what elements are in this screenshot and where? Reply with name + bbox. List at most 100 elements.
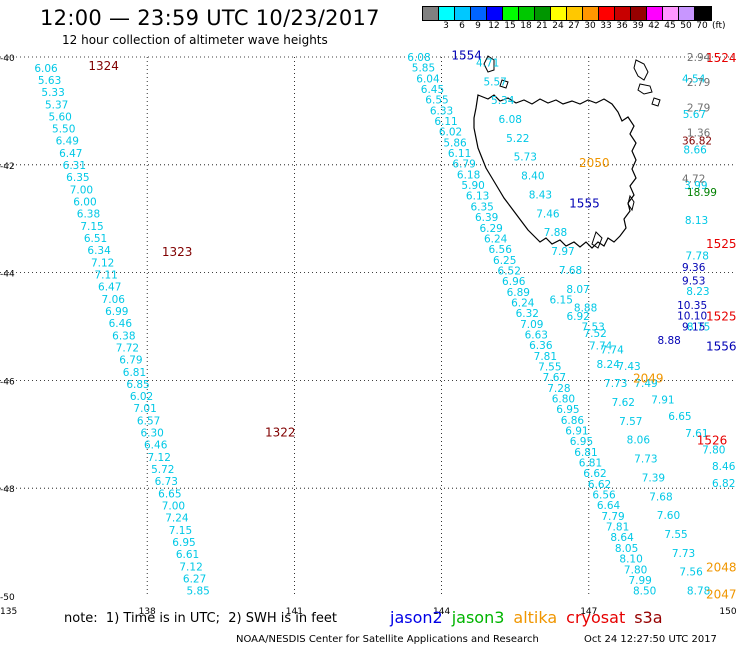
wave-height-value: 5.37 [45, 99, 68, 111]
pass-number-label: 2050 [579, 156, 610, 170]
wave-height-value: 6.25 [493, 255, 516, 267]
wave-height-value: 7.46 [536, 208, 560, 220]
wave-height-value: 6.46 [144, 440, 168, 452]
wave-height-value: 7.80 [702, 444, 725, 456]
pass-number-label: 1323 [162, 245, 193, 259]
wave-height-value: 7.88 [544, 227, 567, 239]
wave-height-value: 7.79 [601, 511, 624, 523]
wave-height-value: 9.53 [682, 276, 705, 288]
pass-number-label: 2048 [706, 560, 737, 574]
wave-height-value: 6.55 [425, 95, 448, 107]
wave-height-value: 7.74 [600, 345, 624, 357]
wave-height-value: 6.99 [105, 306, 128, 318]
legend-label: 36 [616, 21, 628, 31]
wave-height-value: 6.85 [126, 379, 149, 391]
pass-number-label: 2049 [633, 372, 664, 386]
wave-height-value: 7.97 [551, 246, 574, 258]
wave-height-value: 7.67 [543, 372, 566, 384]
wave-height-value: 5.72 [151, 464, 174, 476]
small-islet-ne [651, 97, 661, 107]
wave-height-value: 6.27 [183, 573, 206, 585]
legend-label: 24 [552, 21, 564, 31]
wave-height-value: 6.49 [56, 136, 79, 148]
wave-height-value: 7.68 [559, 265, 582, 277]
wave-height-value: 10.35 [677, 300, 707, 312]
pass-number-label: 1322 [265, 426, 296, 440]
latitude-tick-label: -46 [0, 377, 15, 387]
wave-height-value: 6.56 [489, 244, 513, 256]
legend-swatch [471, 7, 487, 20]
wave-height-value: 6.65 [158, 488, 181, 500]
wave-height-value: 7.12 [91, 257, 114, 269]
wave-height-value: 7.73 [634, 454, 657, 466]
wave-height-value: 1.36 [687, 127, 711, 139]
wave-height-value: 6.73 [155, 476, 178, 488]
wave-height-value: 6.45 [421, 84, 444, 96]
wave-height-value: 7.00 [70, 184, 93, 196]
pass-number-label: 1555 [569, 197, 600, 211]
legend-swatch [647, 7, 663, 20]
wave-height-value: 6.02 [130, 391, 153, 403]
wave-height-value: 7.39 [642, 472, 665, 484]
wave-height-value: 6.64 [597, 500, 621, 512]
legend-swatch [487, 7, 503, 20]
wave-height-value: 5.33 [41, 87, 64, 99]
wave-height-value: 6.95 [570, 436, 593, 448]
latitude-tick-label: -50 [0, 593, 15, 603]
wave-height-value: 7.09 [520, 319, 543, 331]
wave-height-value: 8.05 [615, 543, 638, 555]
legend-swatch [455, 7, 471, 20]
wave-height-value: 6.62 [588, 479, 611, 491]
wave-height-value: 6.35 [470, 201, 493, 213]
maria-island [627, 194, 635, 212]
flinders-island [633, 59, 649, 81]
wave-height-value: 6.82 [712, 478, 735, 490]
wave-height-value: 6.79 [452, 159, 475, 171]
wave-height-value: 5.63 [38, 75, 61, 87]
legend-label: 39 [632, 21, 644, 31]
legend-swatch [519, 7, 535, 20]
wave-height-value: 7.99 [628, 575, 651, 587]
wave-height-value: 8.88 [657, 335, 680, 347]
wave-height-value: 7.01 [133, 403, 156, 415]
legend-label: 12 [488, 21, 500, 31]
wave-height-value: 9.36 [682, 262, 706, 274]
wave-height-value: 2.79 [687, 77, 710, 89]
color-legend [422, 6, 712, 21]
longitude-tick-label: 144 [433, 607, 450, 617]
legend-label: 6 [459, 21, 465, 31]
wave-height-value: 4.54 [682, 74, 706, 86]
wave-height-value: 6.89 [507, 287, 530, 299]
wave-height-value: 5.67 [683, 109, 706, 121]
legend-swatch [535, 7, 551, 20]
wave-height-value: 7.72 [116, 342, 139, 354]
wave-height-value: 7.57 [619, 416, 642, 428]
wave-height-value: 10.10 [677, 311, 707, 323]
legend-swatch [551, 7, 567, 20]
satellite-name: jason3 [451, 608, 505, 627]
wave-height-value: 6.34 [87, 245, 111, 257]
wave-height-value: 6.96 [502, 276, 526, 288]
wave-height-value: 6.30 [140, 428, 163, 440]
wave-height-value: 7.24 [165, 513, 189, 525]
wave-height-value: 8.07 [566, 284, 589, 296]
wave-height-value: 5.86 [443, 137, 467, 149]
wave-height-value: 6.81 [579, 458, 602, 470]
wave-height-value: 6.46 [109, 318, 133, 330]
wave-height-value: 4.72 [682, 173, 705, 185]
pass-number-label: 2047 [706, 587, 737, 601]
wave-height-value: 5.57 [483, 76, 506, 88]
legend-label: 9 [475, 21, 481, 31]
wave-height-value: 6.13 [466, 191, 489, 203]
wave-height-value: 6.06 [34, 63, 58, 75]
longitude-tick-label: 150 [719, 607, 736, 617]
wave-height-value: 6.08 [407, 52, 430, 64]
legend-swatch [439, 7, 455, 20]
footer-note: note: 1) Time is in UTC; 2) SWH is in fe… [64, 611, 337, 626]
tasmania-outline [473, 94, 637, 249]
bruny-island [591, 231, 603, 249]
wave-height-value: 5.50 [52, 124, 75, 136]
pass-number-label: 1524 [706, 51, 737, 65]
wave-height-value: 6.80 [552, 394, 575, 406]
pass-number-label: 1554 [451, 48, 482, 62]
